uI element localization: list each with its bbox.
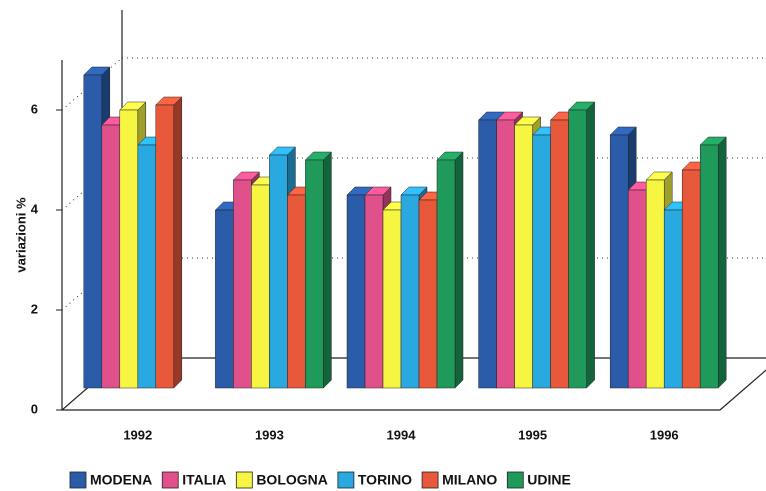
legend-label: UDINE bbox=[527, 472, 571, 488]
bar-side bbox=[586, 101, 595, 389]
bar-side bbox=[717, 136, 727, 389]
bar bbox=[83, 74, 103, 389]
bar bbox=[119, 109, 139, 389]
bar bbox=[269, 154, 288, 389]
legend-swatch bbox=[235, 471, 253, 489]
bar bbox=[699, 144, 719, 389]
bar bbox=[609, 134, 629, 389]
bar bbox=[645, 179, 665, 389]
y-tick-label: 6 bbox=[31, 101, 38, 116]
bar bbox=[663, 209, 683, 389]
bar bbox=[251, 184, 270, 389]
legend-label: TORINO bbox=[358, 472, 412, 488]
x-tick-label: 1994 bbox=[387, 427, 417, 442]
bar bbox=[532, 134, 551, 389]
bar bbox=[215, 209, 234, 389]
x-tick-label: 1996 bbox=[650, 427, 679, 442]
legend-label: ITALIA bbox=[182, 472, 226, 488]
y-tick-label: 0 bbox=[31, 401, 38, 416]
bar-side bbox=[173, 96, 183, 389]
bar-side bbox=[454, 151, 464, 389]
x-tick-label: 1992 bbox=[123, 427, 152, 442]
bar bbox=[568, 109, 587, 389]
x-tick-label: 1993 bbox=[255, 427, 284, 442]
bar bbox=[305, 159, 324, 389]
bar bbox=[233, 179, 252, 389]
legend-label: MILANO bbox=[442, 472, 497, 488]
bar bbox=[382, 209, 402, 389]
bar bbox=[514, 124, 533, 389]
bar bbox=[436, 159, 456, 389]
legend-label: BOLOGNA bbox=[256, 472, 328, 488]
bar bbox=[287, 194, 306, 389]
bar-side bbox=[323, 151, 332, 389]
legend-label: MODENA bbox=[90, 472, 152, 488]
bar bbox=[496, 119, 515, 389]
bar bbox=[550, 119, 569, 389]
y-tick-label: 2 bbox=[31, 301, 38, 316]
legend-swatch bbox=[421, 471, 439, 489]
bar bbox=[478, 119, 497, 389]
bar bbox=[418, 199, 438, 389]
legend-swatch bbox=[161, 471, 179, 489]
bar bbox=[681, 169, 701, 389]
y-tick-label: 4 bbox=[31, 201, 39, 216]
bar bbox=[137, 144, 157, 389]
legend-swatch bbox=[69, 471, 87, 489]
bar bbox=[346, 194, 366, 389]
bar bbox=[155, 104, 175, 389]
bar bbox=[364, 194, 384, 389]
legend-swatch bbox=[337, 471, 355, 489]
bar bbox=[627, 189, 647, 389]
legend-swatch bbox=[506, 471, 524, 489]
bar bbox=[101, 124, 121, 389]
x-tick-label: 1995 bbox=[518, 427, 547, 442]
y-axis-label: variazioni % bbox=[13, 197, 28, 273]
bar bbox=[400, 194, 420, 389]
